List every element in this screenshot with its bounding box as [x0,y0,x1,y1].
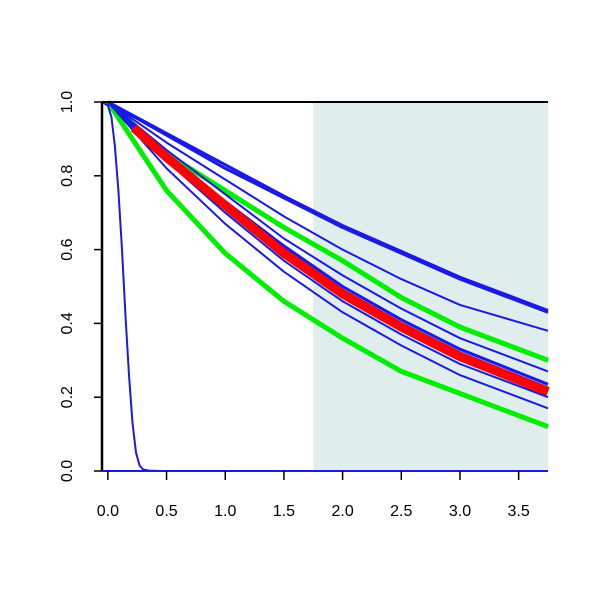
series-line-8 [107,101,549,332]
series-line-7 [107,101,549,373]
y-tick-label: 0.2 [59,386,76,408]
x-tick-label: 0.0 [97,503,119,520]
series-line-11 [130,124,550,396]
series-line-1 [105,100,549,430]
y-tick-label: 1.0 [59,91,76,113]
x-tick-label: 3.5 [508,503,530,520]
y-tick-label: 0.0 [59,460,76,482]
x-tick-label: 2.5 [390,503,412,520]
y-tick-label: 0.8 [59,165,76,187]
series-line-10 [107,100,549,312]
axes-layer: 0.0 0.5 1.0 1.5 2.0 2.5 3.0 3.5 0.0 0.2 0.4 0.6 0.8 1… [59,91,548,520]
series-line-3 [107,101,549,410]
series-layer [101,100,550,472]
x-tick-label: 3.0 [449,503,471,520]
series-line-9 [107,100,549,314]
x-tick-label: 2.0 [331,503,353,520]
x-tick-label: 1.0 [214,503,236,520]
y-tick-label: 0.6 [59,238,76,260]
x-tick-label: 1.5 [273,503,295,520]
x-tick-label: 0.5 [155,503,177,520]
y-tick-label: 0.4 [59,312,76,334]
